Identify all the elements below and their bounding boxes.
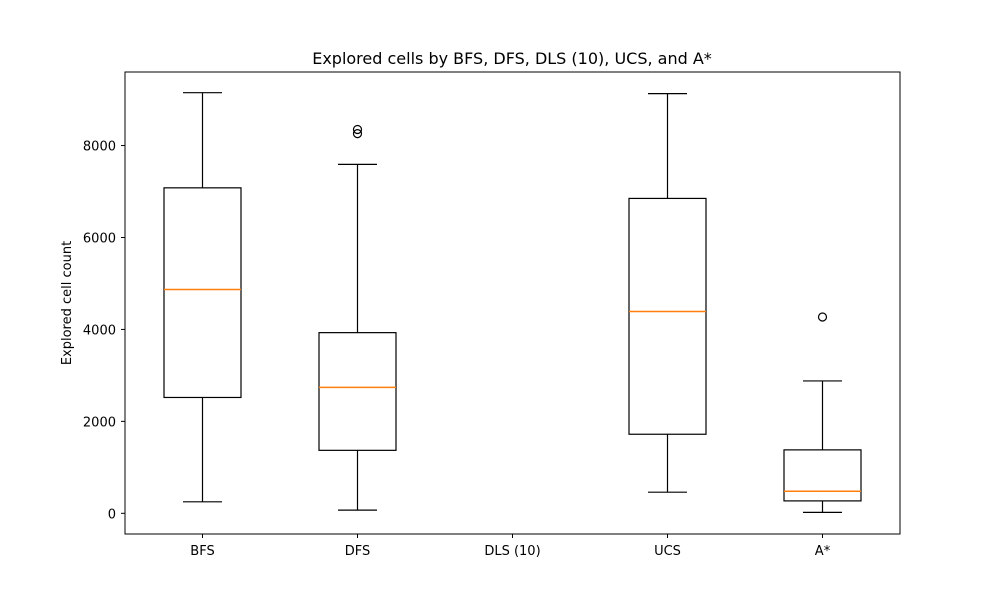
plot-frame bbox=[124, 71, 901, 535]
y-tick-label: 0 bbox=[108, 507, 116, 522]
box-plot-series bbox=[163, 92, 862, 513]
x-axis-ticks: BFS DFS DLS (10) UCS A* bbox=[190, 534, 831, 559]
iqr-box bbox=[318, 332, 397, 451]
x-tick-label: BFS bbox=[190, 544, 214, 559]
y-tick-label: 8000 bbox=[83, 140, 116, 155]
box-group bbox=[628, 93, 707, 493]
y-axis-ticks: 0 2000 4000 6000 8000 bbox=[83, 140, 125, 522]
x-tick-label: DFS bbox=[345, 544, 371, 559]
y-tick-label: 4000 bbox=[83, 323, 116, 338]
x-tick-label: DLS (10) bbox=[484, 544, 540, 559]
y-tick-label: 2000 bbox=[83, 415, 116, 430]
iqr-box bbox=[783, 449, 862, 502]
x-tick-label: UCS bbox=[654, 544, 681, 559]
y-tick-label: 6000 bbox=[83, 231, 116, 246]
outlier-point bbox=[817, 312, 828, 322]
box-group bbox=[163, 92, 242, 503]
chart-title: Explored cells by BFS, DFS, DLS (10), UC… bbox=[312, 49, 712, 68]
outlier-point bbox=[352, 129, 363, 139]
box-group bbox=[318, 124, 397, 511]
outlier-point bbox=[352, 124, 363, 135]
y-axis-label: Explored cell count bbox=[60, 241, 75, 365]
box-group bbox=[783, 312, 862, 513]
iqr-box bbox=[163, 187, 242, 399]
x-tick-label: A* bbox=[815, 544, 831, 559]
iqr-box bbox=[628, 197, 707, 435]
